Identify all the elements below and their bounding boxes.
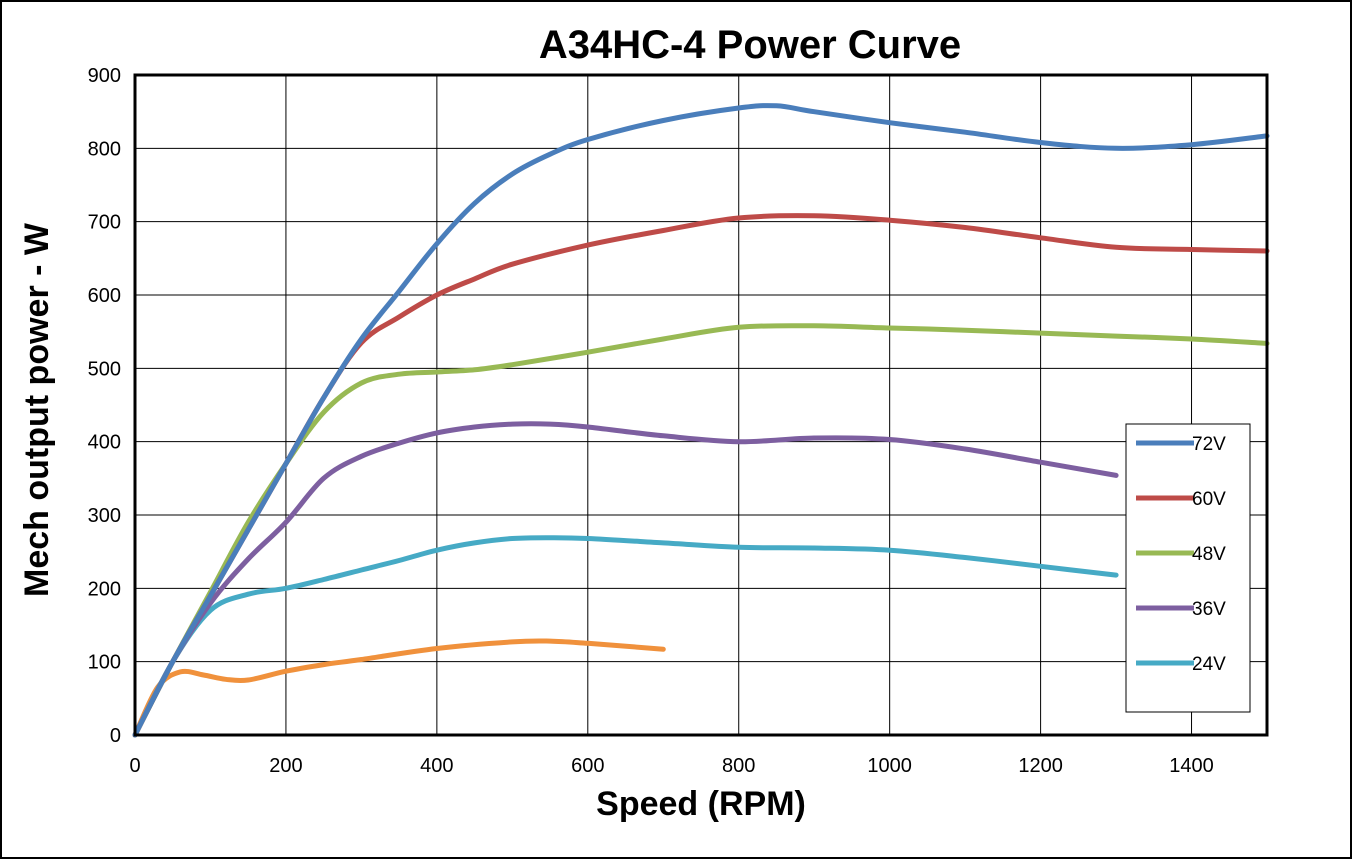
y-tick-label: 300 xyxy=(88,505,121,527)
y-tick-label: 200 xyxy=(88,578,121,600)
x-tick-label: 200 xyxy=(269,755,302,777)
y-tick-label: 700 xyxy=(88,212,121,234)
series-lines xyxy=(132,103,1270,738)
legend: 72V 60V 48V 36V 24V xyxy=(1125,423,1251,713)
y-axis-label: Mech output power - W xyxy=(18,222,56,597)
series-line-unnamed xyxy=(132,638,666,738)
chart-title: A34HC-4 Power Curve xyxy=(539,23,961,67)
y-tick-label: 500 xyxy=(88,358,121,380)
legend-box xyxy=(1125,423,1251,713)
y-tick-label: 0 xyxy=(110,725,121,747)
legend-label: 60V xyxy=(1192,489,1226,510)
plot-area-border xyxy=(133,73,1269,737)
y-tick-label: 400 xyxy=(88,432,121,454)
x-tick-label: 800 xyxy=(722,755,755,777)
x-axis-label: Speed (RPM) xyxy=(596,785,806,823)
legend-label: 24V xyxy=(1192,654,1226,675)
x-tick-label: 1400 xyxy=(1169,755,1214,777)
series-line-36v xyxy=(132,421,1119,738)
x-tick-label: 0 xyxy=(129,755,140,777)
series-line-24v xyxy=(132,535,1119,738)
legend-label: 72V xyxy=(1192,434,1226,455)
y-tick-label: 800 xyxy=(88,138,121,160)
series-line-60v xyxy=(132,213,1270,738)
legend-label: 36V xyxy=(1192,599,1226,620)
y-tick-label: 900 xyxy=(88,65,121,87)
x-tick-label: 1200 xyxy=(1018,755,1063,777)
tick-labels: 0 100 200 300 400 500 600 700 800 900 0 200 400 600 80… xyxy=(88,65,1214,777)
grid xyxy=(134,74,1267,736)
series-line-48v xyxy=(132,323,1270,738)
legend-label: 48V xyxy=(1192,544,1226,565)
y-tick-label: 600 xyxy=(88,285,121,307)
x-tick-label: 600 xyxy=(571,755,604,777)
y-tick-label: 100 xyxy=(88,652,121,674)
x-tick-label: 1000 xyxy=(867,755,912,777)
series-line-72v xyxy=(132,103,1270,738)
x-tick-label: 400 xyxy=(420,755,453,777)
